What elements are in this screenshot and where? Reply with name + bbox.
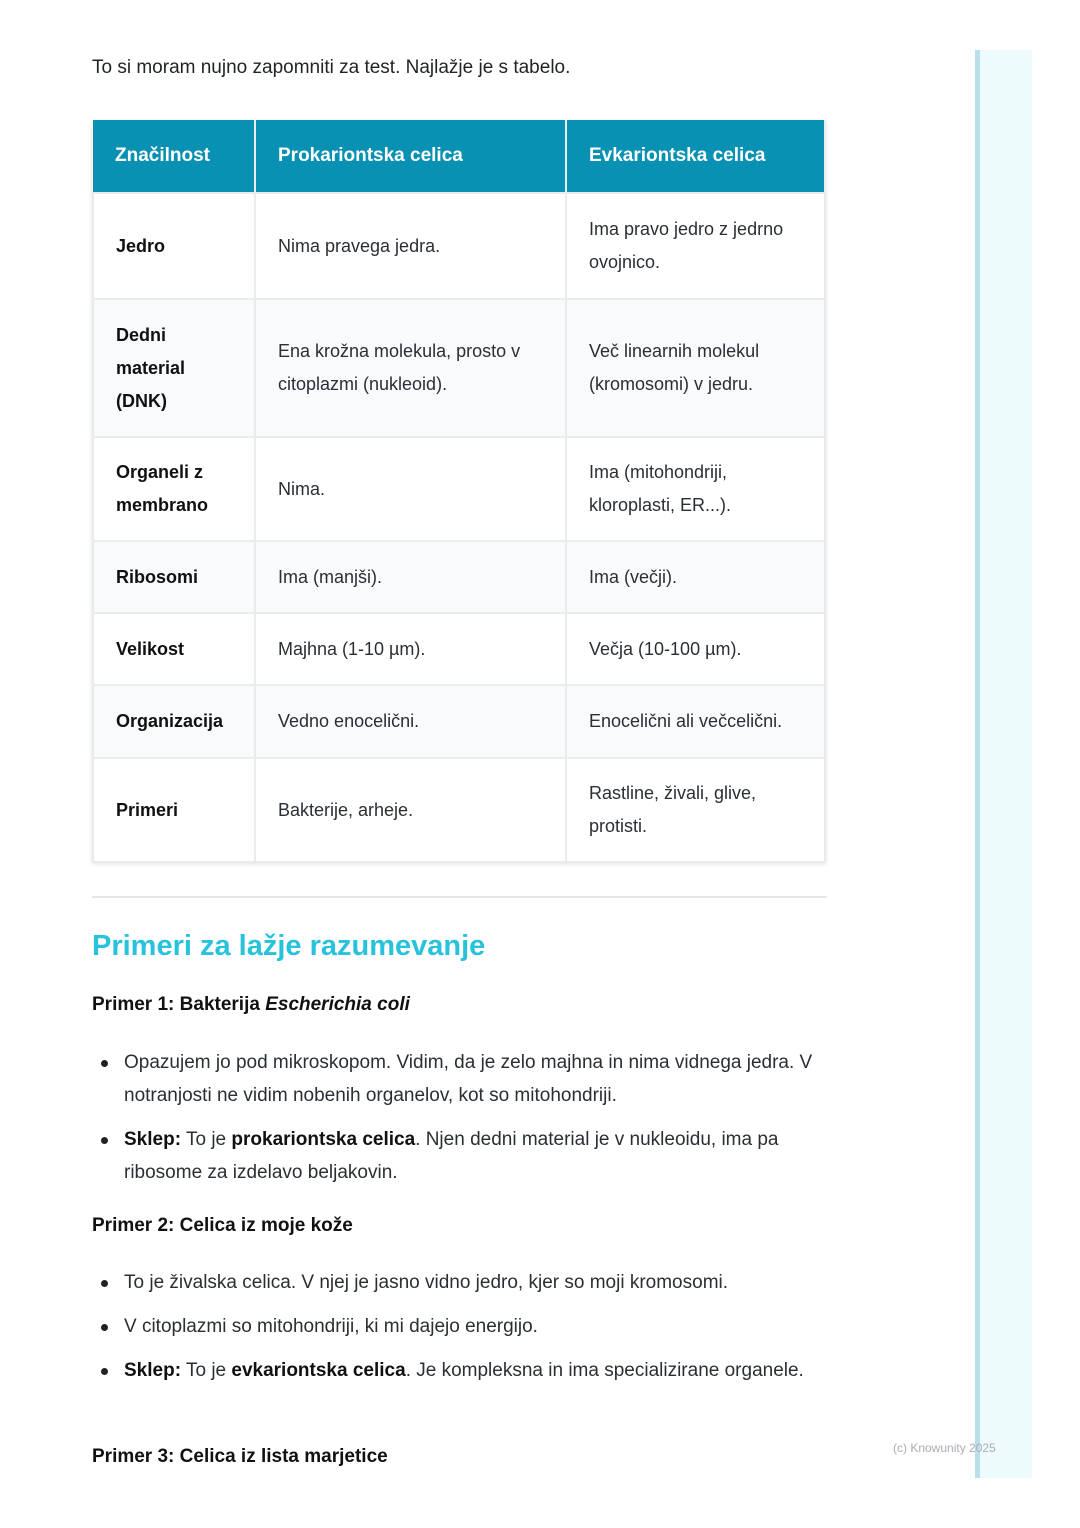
row-label-cell: Ribosomi	[92, 540, 256, 614]
row-label-cell: Jedro	[92, 192, 256, 300]
row-label-cell: Primeri	[92, 757, 256, 863]
intro-text: To si moram nujno zapomniti za test. Naj…	[92, 57, 571, 78]
section-title: Primeri za lažje razumevanje	[92, 930, 486, 962]
text: . Njen dedni material je v nukleoidu, im…	[124, 1129, 779, 1183]
table-header-row: Značilnost Prokariontska celica Evkarion…	[93, 120, 826, 193]
table-cell: Vedno enocelični.	[254, 684, 567, 759]
label: Sklep:	[124, 1360, 182, 1381]
table-cell: Več linearnih molekul (kromosomi) v jedr…	[565, 298, 826, 438]
table-cell: Nima pravega jedra.	[254, 192, 567, 300]
text: To je	[181, 1360, 232, 1381]
row-label-cell: Organeli z membrano	[92, 436, 256, 542]
table-row: Jedro Nima pravega jedra. Ima pravo jedro …	[92, 192, 826, 300]
side-panel	[975, 50, 1032, 1478]
table-row: Organizacija Vedno enocelični. Enocelični …	[92, 684, 826, 759]
example-1-list: Opazujem jo pod mikroskopom. Vidim, da j…	[92, 1046, 822, 1200]
list-item: Opazujem jo pod mikroskopom. Vidim, da j…	[92, 1046, 822, 1112]
list-item: To je živalska celica. V njej je jasno v…	[92, 1266, 822, 1299]
table-row: Dedni material (DNK) Ena krožna molekula,…	[92, 298, 826, 438]
row-label-cell: Dedni material (DNK)	[92, 298, 256, 438]
table-cell: Ima pravo jedro z jedrno ovojnico.	[565, 192, 826, 300]
table-row: Ribosomi Ima (manjši). Ima (večji).	[92, 540, 826, 614]
copyright: (c) Knowunity 2025	[893, 1441, 996, 1455]
header-cell: Značilnost	[93, 120, 256, 193]
table-cell: Ena krožna molekula, prosto v citoplazmi…	[254, 298, 567, 438]
table-row: Organeli z membrano Nima. Ima (mitohondrij…	[92, 436, 826, 542]
title-text: Primer 1: Bakterija	[92, 994, 266, 1015]
table-cell: Ima (večji).	[565, 540, 826, 614]
table-cell: Rastline, živali, glive, protisti.	[565, 757, 826, 863]
table-cell: Večja (10-100 µm).	[565, 612, 826, 686]
table-cell: Majhna (1-10 µm).	[254, 612, 567, 686]
example-2-title: Primer 2: Celica iz moje kože	[92, 1215, 353, 1236]
bold-text: evkariontska celica	[231, 1360, 406, 1381]
header-cell: Evkariontska celica	[566, 120, 826, 193]
table-cell: Ima (manjši).	[254, 540, 567, 614]
row-label-cell: Velikost	[92, 612, 256, 686]
divider	[92, 896, 827, 898]
example-3-title: Primer 3: Celica iz lista marjetice	[92, 1446, 388, 1467]
table-cell: Bakterije, arheje.	[254, 757, 567, 863]
table-cell: Enocelični ali večcelični.	[565, 684, 826, 759]
label: Sklep:	[124, 1129, 182, 1150]
list-item: Sklep: To je prokariontska celica. Njen …	[92, 1123, 822, 1189]
table-row: Primeri Bakterije, arheje. Rastline, žival…	[92, 757, 826, 863]
list-item: V citoplazmi so mitohondriji, ki mi daje…	[92, 1310, 822, 1343]
title-italic: Escherichia coli	[265, 994, 410, 1015]
text: To je	[181, 1129, 232, 1150]
list-item: Sklep: To je evkariontska celica. Je kom…	[92, 1354, 822, 1387]
example-2-list: To je živalska celica. V njej je jasno v…	[92, 1266, 822, 1398]
table-cell: Nima.	[254, 436, 567, 542]
bold-text: prokariontska celica	[231, 1129, 416, 1150]
row-label-cell: Organizacija	[92, 684, 256, 759]
text: . Je kompleksna in ima specializirane or…	[405, 1360, 804, 1381]
comparison-table: Značilnost Prokariontska celica Evkarion…	[92, 120, 826, 863]
header-cell: Prokariontska celica	[255, 120, 567, 193]
example-1-title: Primer 1: Bakterija Escherichia coli	[92, 994, 410, 1016]
table-row: Velikost Majhna (1-10 µm). Večja (10-100 µ…	[92, 612, 826, 686]
table-cell: Ima (mitohondriji, kloroplasti, ER...).	[565, 436, 826, 542]
